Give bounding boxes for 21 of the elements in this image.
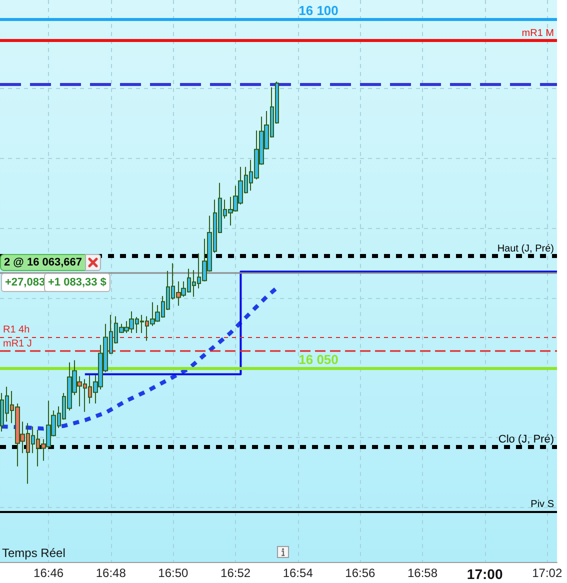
x-tick-label: 16:48: [96, 566, 126, 580]
ref-line-label: Piv S: [530, 499, 554, 510]
annotation: Temps Réel: [2, 546, 66, 560]
ref-line-label: Haut (J, Pré): [497, 244, 554, 255]
x-tick-label: 17:02: [532, 566, 562, 580]
x-tick-label: 16:54: [282, 566, 314, 580]
x-tick-label: 17:00: [466, 566, 503, 582]
x-tick-label: 16:58: [407, 566, 438, 580]
ref-line-label: 16 050: [298, 352, 338, 367]
ref-line-label: mR1 M: [522, 28, 554, 39]
annotation: 2 @ 16 063,667: [4, 256, 82, 268]
annotation: +27,083: [5, 276, 46, 288]
ref-line-label: mR1 J: [3, 338, 32, 350]
x-tick-label: 16:46: [34, 566, 64, 580]
x-tick-label: 16:50: [158, 566, 189, 580]
ref-line-label: Clo (J, Pré): [498, 433, 554, 446]
ref-line-label: 16 100: [298, 2, 338, 18]
annotation: +1 083,33 $: [48, 276, 106, 288]
ref-line-label: R1 4h: [3, 324, 30, 336]
x-tick-label: 16:52: [220, 566, 251, 580]
x-tick-label: 16:56: [345, 566, 376, 580]
